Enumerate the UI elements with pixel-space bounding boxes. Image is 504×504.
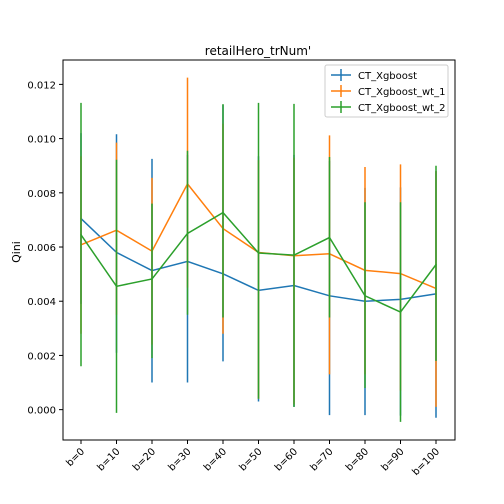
y-tick-label: 0.000 xyxy=(27,406,56,417)
x-tick-label: b=40 xyxy=(202,446,229,473)
x-tick-label: b=70 xyxy=(308,446,335,473)
data-point xyxy=(186,232,189,235)
data-point xyxy=(364,295,366,297)
y-tick-label: 0.006 xyxy=(27,243,56,254)
y-tick-label: 0.008 xyxy=(27,189,56,200)
legend-entry: CT_Xgboost xyxy=(331,69,417,82)
y-tick-label: 0.002 xyxy=(27,351,56,362)
chart-title: retailHero_trNum' xyxy=(205,44,311,58)
data-point xyxy=(293,254,295,256)
y-axis-label: Qini xyxy=(10,241,23,263)
data-point xyxy=(80,234,82,236)
x-tick-label: b=0 xyxy=(64,446,87,469)
series-layer xyxy=(80,77,437,422)
x-tick-label: b=50 xyxy=(237,446,264,473)
legend-entry: CT_Xgboost_wt_1 xyxy=(331,85,445,98)
x-tick-label: b=80 xyxy=(344,446,371,473)
x-tick-label: b=90 xyxy=(379,446,406,473)
data-point xyxy=(399,311,402,313)
y-axis: 0.000 0.002 0.004 0.006 0.008 0.010 0.012 xyxy=(27,80,63,417)
legend-label: CT_Xgboost_wt_2 xyxy=(358,103,445,114)
legend-label: CT_Xgboost xyxy=(358,71,417,82)
y-tick-label: 0.010 xyxy=(27,135,56,146)
data-point xyxy=(115,285,118,288)
legend: CT_Xgboost CT_Xgboost_wt_1 CT_Xgboost_wt_2 xyxy=(324,64,449,118)
x-tick-label: b=100 xyxy=(410,446,442,478)
legend-entry: CT_Xgboost_wt_2 xyxy=(331,101,445,114)
x-axis: b=0 b=10 b=20 b=30 b=40 b=50 b=60 b=70 b=80 b=90 b… xyxy=(64,440,442,478)
x-tick-label: b=30 xyxy=(166,446,193,473)
x-tick-label: b=20 xyxy=(131,446,158,473)
legend-label: CT_Xgboost_wt_1 xyxy=(358,87,445,98)
y-tick-label: 0.004 xyxy=(27,297,56,308)
data-point xyxy=(435,263,437,266)
y-tick-label: 0.012 xyxy=(27,80,56,91)
data-point xyxy=(222,211,224,214)
data-point xyxy=(151,278,153,280)
data-point xyxy=(257,252,260,254)
data-point xyxy=(328,236,331,239)
legend-box xyxy=(324,64,449,118)
x-tick-label: b=60 xyxy=(273,446,300,473)
series-3 xyxy=(80,102,437,422)
x-tick-label: b=10 xyxy=(95,446,122,473)
